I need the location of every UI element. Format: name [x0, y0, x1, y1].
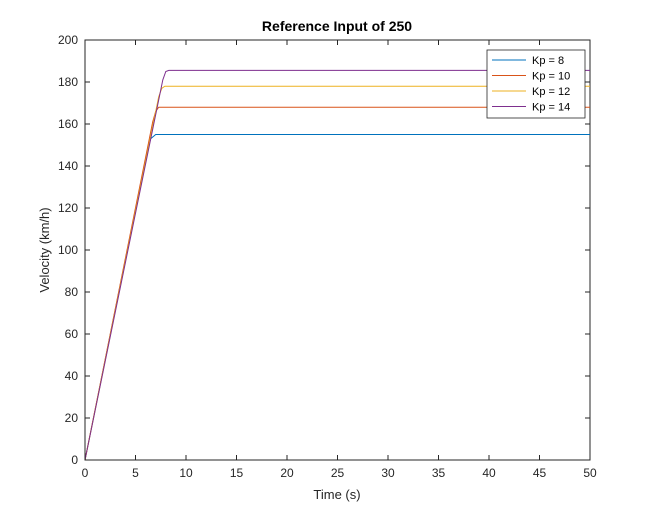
y-tick-label: 100 [58, 243, 78, 257]
y-tick-label: 40 [65, 369, 79, 383]
chart-title: Reference Input of 250 [262, 18, 412, 34]
y-tick-label: 180 [58, 75, 78, 89]
legend-label-2: Kp = 10 [532, 71, 570, 83]
legend-label-1: Kp = 8 [532, 55, 564, 67]
tick-layer: 0 5 10 15 20 25 30 35 40 45 50 0 20 40 60 80 100 120 140 16… [58, 33, 597, 480]
x-tick-label: 15 [230, 466, 244, 480]
x-tick-label: 35 [432, 466, 446, 480]
y-tick-label: 60 [65, 327, 79, 341]
y-axis-label: Velocity (km/h) [37, 207, 52, 292]
x-tick-label: 0 [82, 466, 89, 480]
x-tick-label: 40 [482, 466, 496, 480]
y-tick-label: 80 [65, 285, 79, 299]
y-tick-label: 200 [58, 33, 78, 47]
x-tick-label: 50 [583, 466, 597, 480]
y-tick-label: 120 [58, 201, 78, 215]
x-tick-label: 30 [381, 466, 395, 480]
x-tick-label: 10 [179, 466, 193, 480]
legend-label-4: Kp = 14 [532, 102, 570, 114]
x-tick-label: 45 [533, 466, 547, 480]
x-axis-label: Time (s) [313, 487, 360, 502]
y-tick-label: 140 [58, 159, 78, 173]
legend: Kp = 8 Kp = 10 Kp = 12 Kp = 14 [486, 49, 586, 119]
y-tick-label: 160 [58, 117, 78, 131]
x-tick-label: 5 [132, 466, 139, 480]
y-tick-label: 20 [65, 411, 79, 425]
x-tick-label: 20 [280, 466, 294, 480]
series-layer [84, 69, 590, 461]
y-tick-label: 0 [71, 453, 78, 467]
series-line-4 [84, 69, 590, 461]
legend-label-3: Kp = 12 [532, 86, 570, 98]
x-tick-label: 25 [331, 466, 345, 480]
